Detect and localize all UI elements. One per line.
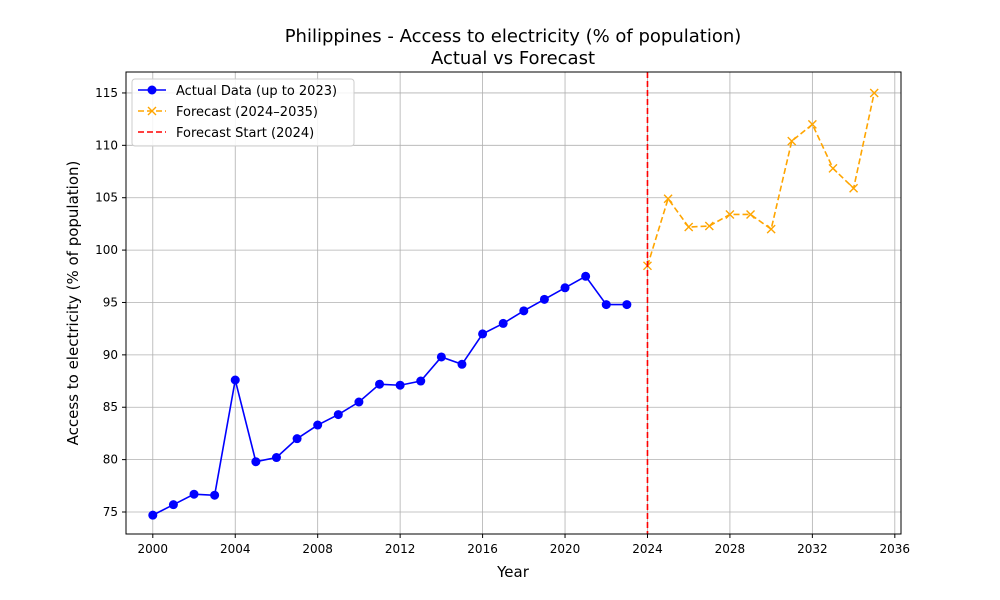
x-tick-label: 2032 <box>797 542 828 556</box>
forecast-data-point <box>704 221 714 231</box>
y-tick-label: 85 <box>103 400 118 414</box>
actual-data-point <box>416 376 426 386</box>
actual-data-point <box>210 490 220 500</box>
ticks: 2000 2004 2008 2012 2016 2020 2024 2028 2032 2036… <box>95 86 910 556</box>
y-tick-label: 80 <box>103 453 118 467</box>
forecast-data-point <box>807 119 817 129</box>
forecast-data-point <box>869 88 879 98</box>
x-axis-label: Year <box>496 563 530 581</box>
forecast-data-point <box>684 222 694 232</box>
y-tick-label: 90 <box>103 348 118 362</box>
plot-area <box>125 71 902 535</box>
actual-data-point <box>354 397 364 407</box>
y-tick-label: 110 <box>95 138 118 152</box>
forecast-series-line <box>646 92 875 267</box>
actual-data-point <box>581 271 591 281</box>
actual-data-point <box>292 434 302 444</box>
actual-data-point <box>560 283 570 293</box>
legend-box <box>131 78 355 147</box>
y-axis-label: Access to electricity (% of population) <box>64 161 82 446</box>
x-tick-label: 2016 <box>467 542 498 556</box>
forecast-data-point <box>787 136 797 146</box>
x-tick-label: 2004 <box>220 542 251 556</box>
legend-vline-label: Forecast Start (2024) <box>176 126 314 141</box>
legend-actual-marker <box>147 85 157 95</box>
actual-data-point <box>333 410 343 420</box>
actual-data-point <box>457 359 467 369</box>
actual-data-point <box>539 294 549 304</box>
actual-data-point <box>436 352 446 362</box>
actual-data-point <box>168 500 178 510</box>
actual-data-point <box>230 375 240 385</box>
actual-data-point <box>519 306 529 316</box>
actual-data-point <box>189 489 199 499</box>
y-tick-label: 75 <box>103 505 118 519</box>
x-tick-label: 2012 <box>385 542 416 556</box>
legend-forecast-marker <box>147 106 157 116</box>
series-layer <box>148 72 879 534</box>
forecast-data-point <box>766 224 776 234</box>
y-tick-label: 105 <box>95 191 118 205</box>
y-tick-label: 115 <box>95 86 118 100</box>
x-tick-label: 2024 <box>632 542 663 556</box>
forecast-data-point <box>725 209 735 219</box>
actual-series-line <box>152 275 627 516</box>
legend: Actual Data (up to 2023) Forecast (2024–… <box>131 78 355 147</box>
forecast-data-point <box>828 163 838 173</box>
actual-data-point <box>478 329 488 339</box>
chart-subtitle: Actual vs Forecast <box>431 48 595 69</box>
x-tick-label: 2008 <box>302 542 333 556</box>
chart-title: Philippines - Access to electricity (% o… <box>285 26 742 47</box>
actual-data-point <box>313 420 323 430</box>
x-tick-label: 2020 <box>550 542 581 556</box>
actual-data-point <box>395 380 405 390</box>
legend-forecast-label: Forecast (2024–2035) <box>176 105 318 120</box>
forecast-data-point <box>746 209 756 219</box>
actual-data-point <box>148 510 158 520</box>
actual-data-point <box>601 300 611 310</box>
x-tick-label: 2036 <box>880 542 911 556</box>
x-tick-label: 2028 <box>715 542 746 556</box>
legend-actual-label: Actual Data (up to 2023) <box>176 84 337 99</box>
forecast-data-point <box>663 194 673 204</box>
actual-data-point <box>271 453 281 463</box>
actual-data-point <box>375 379 385 389</box>
x-tick-label: 2000 <box>138 542 169 556</box>
actual-data-point <box>251 457 261 467</box>
forecast-data-point <box>849 183 859 193</box>
actual-data-point <box>498 318 508 328</box>
y-tick-label: 100 <box>95 243 118 257</box>
actual-data-point <box>622 300 632 310</box>
y-tick-label: 95 <box>103 295 118 309</box>
